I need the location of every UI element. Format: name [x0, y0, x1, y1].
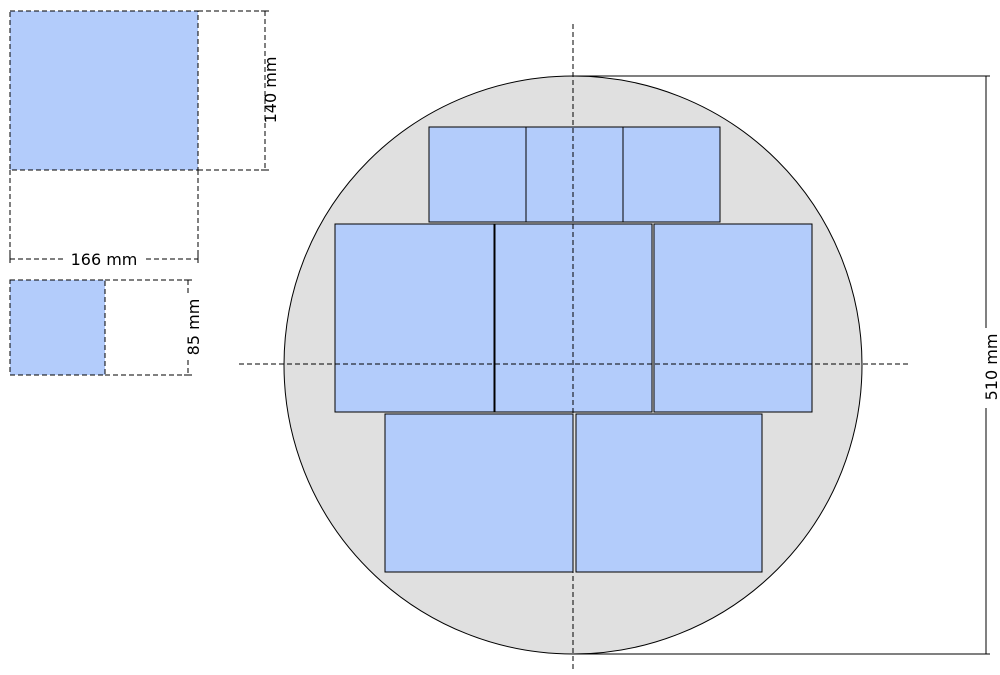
top-row	[428, 126, 721, 223]
tile-top-2	[525, 126, 624, 223]
disc-diameter-dimension: 510 mm	[573, 75, 1000, 655]
tile-bottom-2	[575, 413, 763, 573]
large-width-label: 166 mm	[71, 250, 138, 269]
small-sample-tile	[9, 279, 106, 376]
tile-middle-3	[653, 223, 813, 413]
tile-top-3	[622, 126, 721, 223]
bottom-row	[384, 413, 763, 573]
tile-bottom-1	[384, 413, 574, 573]
tile-middle-1	[334, 223, 495, 413]
small-sample-legend: 85 mm	[9, 279, 203, 376]
tile-top-1	[428, 126, 527, 223]
diameter-label: 510 mm	[982, 334, 1000, 401]
large-height-label: 140 mm	[261, 57, 280, 124]
large-sample-tile	[9, 10, 199, 171]
large-sample-legend: 140 mm 166 mm	[9, 10, 280, 269]
small-size-label: 85 mm	[184, 299, 203, 356]
